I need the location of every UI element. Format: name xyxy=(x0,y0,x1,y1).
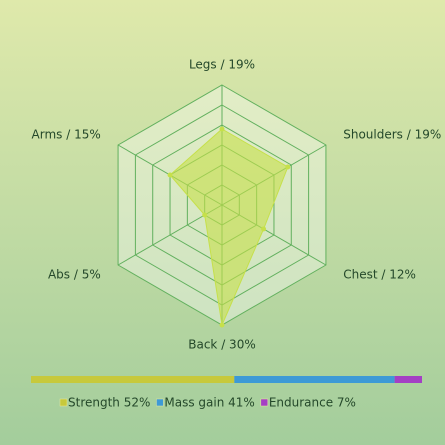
axis-label: Legs / 19% xyxy=(189,58,255,72)
legend-swatch xyxy=(156,398,164,407)
axis-label: Chest / 12% xyxy=(343,268,416,282)
bar-segment xyxy=(394,376,422,383)
axis-label: Arms / 15% xyxy=(32,128,101,142)
radar-point xyxy=(261,226,267,232)
axis-label: Back / 30% xyxy=(188,338,255,352)
legend-swatch xyxy=(59,398,68,407)
radar-point xyxy=(285,164,291,170)
radar-point xyxy=(219,126,225,132)
legend-label: Mass gain 41% xyxy=(164,396,254,410)
bar-segment xyxy=(234,376,395,383)
radar-point xyxy=(167,172,173,178)
radar-point xyxy=(219,322,225,328)
legend-swatch xyxy=(260,398,269,407)
radar-point xyxy=(202,212,208,218)
axis-label: Abs / 5% xyxy=(48,268,101,282)
bar-segment xyxy=(31,376,235,383)
axis-label: Shoulders / 19% xyxy=(343,128,441,142)
legend-label: Strength 52% xyxy=(68,396,150,410)
legend-label: Endurance 7% xyxy=(269,396,356,410)
